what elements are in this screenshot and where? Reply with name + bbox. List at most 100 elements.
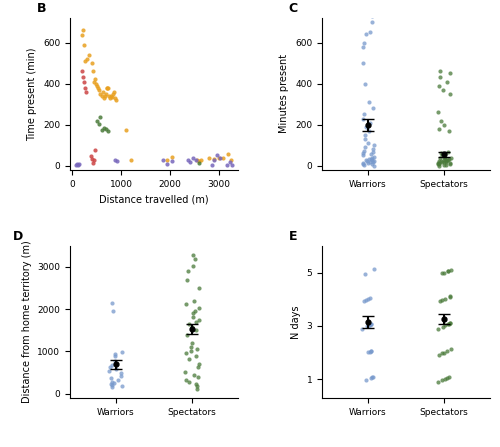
Point	[434, 325, 442, 333]
Point	[116, 370, 124, 377]
Point	[446, 293, 454, 300]
Point	[195, 159, 203, 166]
Point	[442, 156, 450, 163]
Point	[366, 159, 374, 166]
Point	[79, 74, 87, 81]
Point	[104, 84, 112, 91]
Point	[216, 154, 224, 161]
Y-axis label: N days: N days	[291, 305, 301, 338]
Point	[368, 347, 376, 354]
Point	[370, 266, 378, 273]
Point	[91, 76, 99, 83]
Point	[78, 32, 86, 39]
Point	[368, 160, 376, 168]
Y-axis label: Minutes present: Minutes present	[280, 54, 289, 134]
Point	[185, 356, 193, 363]
Point	[189, 252, 197, 259]
Point	[442, 78, 450, 85]
Point	[436, 150, 444, 157]
Point	[359, 59, 367, 67]
Point	[194, 364, 202, 371]
Point	[447, 154, 455, 161]
Point	[366, 348, 374, 355]
Point	[110, 88, 118, 95]
Point	[94, 86, 102, 93]
Point	[127, 156, 135, 163]
Point	[90, 78, 98, 85]
Text: B: B	[36, 2, 46, 15]
Point	[188, 314, 196, 321]
Point	[444, 149, 452, 156]
Point	[446, 160, 454, 167]
Point	[444, 156, 452, 163]
Point	[182, 350, 190, 357]
Point	[114, 376, 122, 384]
Point	[108, 378, 116, 385]
Point	[370, 162, 378, 169]
Point	[118, 348, 126, 355]
Point	[108, 361, 116, 368]
Point	[441, 375, 449, 382]
Point	[98, 93, 106, 100]
Point	[89, 67, 97, 75]
Point	[365, 322, 373, 329]
Point	[365, 156, 373, 163]
Point	[98, 88, 106, 95]
Point	[366, 295, 374, 302]
Point	[104, 84, 112, 91]
Point	[226, 158, 234, 165]
Point	[368, 374, 376, 381]
Point	[100, 93, 108, 100]
Point	[106, 93, 114, 100]
Point	[364, 160, 372, 167]
Point	[446, 320, 454, 327]
Point	[182, 368, 190, 375]
Point	[185, 378, 193, 385]
Point	[96, 90, 104, 97]
Point	[436, 160, 444, 167]
Point	[189, 309, 197, 316]
Point	[164, 160, 172, 167]
Point	[192, 327, 200, 334]
Point	[446, 159, 454, 166]
Point	[360, 39, 368, 46]
Point	[94, 84, 102, 91]
Point	[359, 160, 367, 167]
Point	[444, 267, 452, 274]
Point	[443, 347, 451, 354]
Point	[358, 325, 366, 332]
Y-axis label: Time present (min): Time present (min)	[28, 47, 38, 141]
Point	[369, 373, 377, 380]
Point	[190, 371, 198, 378]
Point	[224, 151, 232, 158]
Point	[362, 135, 370, 143]
Point	[96, 114, 104, 121]
Point	[228, 161, 236, 169]
Point	[434, 379, 442, 386]
Point	[168, 158, 176, 165]
Point	[192, 345, 200, 352]
Point	[182, 376, 190, 383]
Point	[189, 154, 197, 161]
Point	[445, 320, 453, 327]
Point	[435, 125, 443, 132]
Point	[108, 384, 116, 391]
Point	[444, 267, 452, 274]
Point	[87, 152, 95, 160]
Point	[440, 161, 448, 169]
Point	[224, 161, 232, 169]
Point	[100, 124, 108, 131]
Point	[440, 121, 448, 128]
Point	[210, 156, 218, 163]
Point	[192, 352, 200, 359]
Point	[437, 117, 445, 124]
Point	[93, 82, 101, 89]
Point	[446, 266, 454, 273]
Point	[366, 29, 374, 36]
Point	[436, 154, 444, 161]
Point	[184, 268, 192, 275]
Point	[444, 320, 452, 328]
Point	[443, 374, 451, 381]
Point	[436, 67, 444, 75]
Point	[183, 331, 191, 338]
